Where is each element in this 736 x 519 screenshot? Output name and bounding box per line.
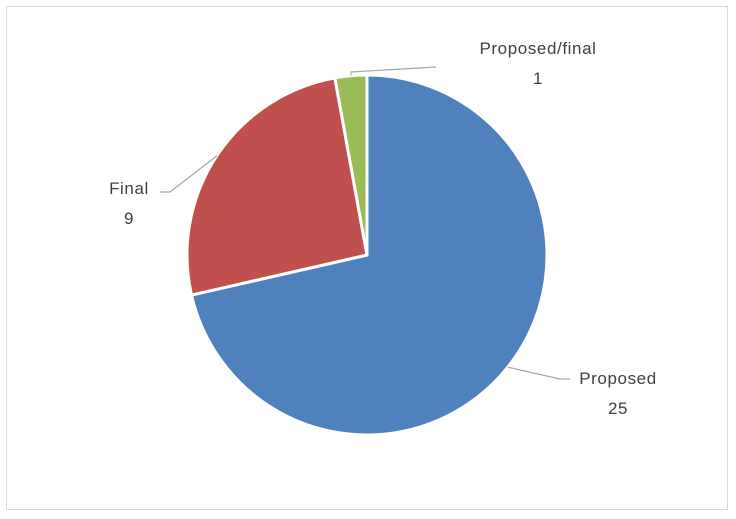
label-final-name: Final	[109, 179, 149, 198]
label-proposed-final-name: Proposed/final	[479, 39, 596, 58]
label-proposed-name: Proposed	[579, 369, 657, 388]
leader-line-proposed	[507, 366, 570, 380]
leader-line-proposed-final	[350, 66, 437, 76]
leader-line-final	[160, 155, 218, 193]
label-proposed-final-value: 1	[533, 69, 543, 88]
pie-slice-final	[185, 76, 369, 297]
label-proposed-value: 25	[608, 399, 628, 418]
label-final-value: 9	[124, 209, 134, 228]
pie-slice-proposed	[190, 73, 549, 437]
